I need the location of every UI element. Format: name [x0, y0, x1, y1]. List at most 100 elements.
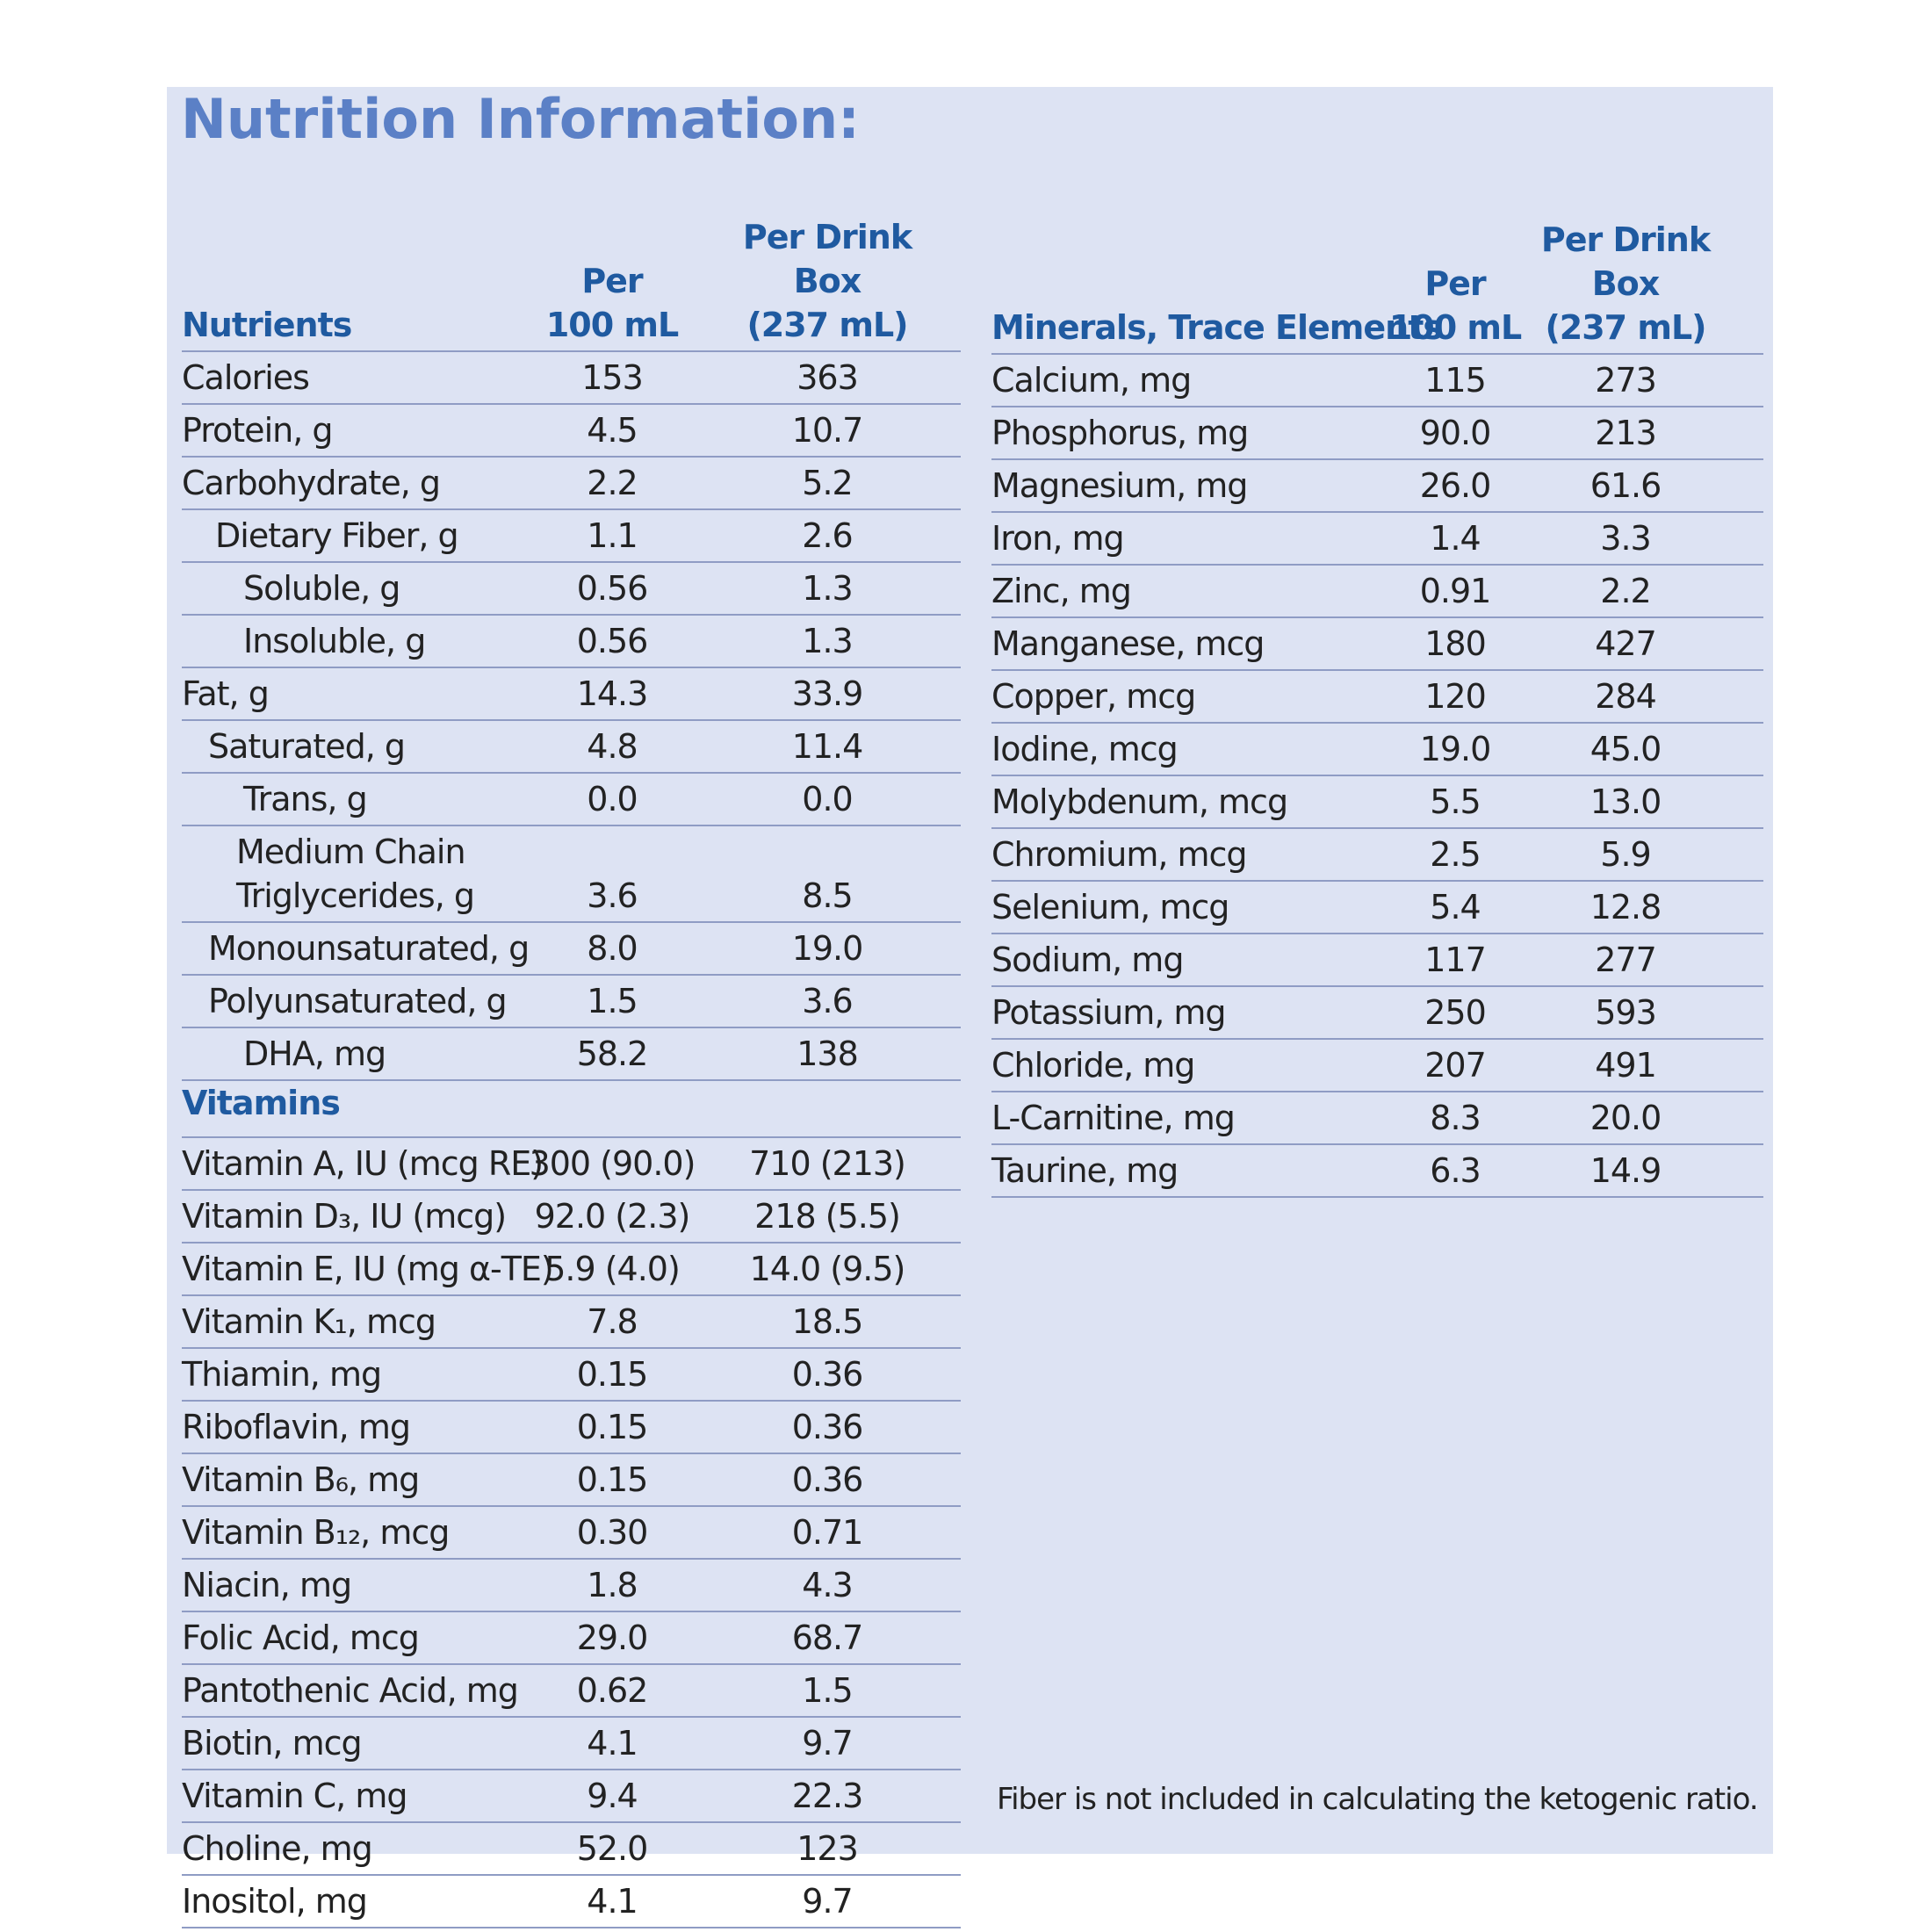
nutrient-label: Phosphorus, mg: [991, 414, 1249, 452]
nutrient-label: Vitamin C, mg: [182, 1777, 407, 1815]
nutrient-label: Protein, g: [182, 411, 333, 450]
table-row: Insoluble, g 0.56 1.3: [182, 616, 961, 668]
table-row: Monounsaturated, g 8.0 19.0: [182, 923, 961, 976]
per-100ml: 58.2: [576, 1034, 649, 1073]
per-100ml: 2.2: [587, 464, 638, 502]
table-row: Vitamin D₃, IU (mcg) 92.0 (2.3) 218 (5.5): [182, 1191, 961, 1244]
table-row: Potassium, mg 250 593: [991, 987, 1763, 1040]
per-box: 491: [1595, 1046, 1657, 1085]
table-row: Vitamin K₁, mcg 7.8 18.5: [182, 1296, 961, 1349]
per-100ml: 4.1: [587, 1882, 638, 1921]
per-box: 22.3: [791, 1777, 864, 1815]
table-row: Chloride, mg 207 491: [991, 1040, 1763, 1092]
nutrient-label: Calcium, mg: [991, 361, 1192, 400]
table-row: Protein, g 4.5 10.7: [182, 405, 961, 458]
table-row: Selenium, mcg 5.4 12.8: [991, 882, 1763, 934]
per-box: 14.9: [1590, 1151, 1662, 1190]
table-row: Soluble, g 0.56 1.3: [182, 563, 961, 616]
per-box: 0.36: [791, 1460, 864, 1499]
table-row: Vitamin C, mg 9.4 22.3: [182, 1770, 961, 1823]
header-row: Minerals, Trace Elements Per 100 mL Per Dr…: [991, 169, 1763, 355]
table-row: Vitamin B₁₂, mcg 0.30 0.71: [182, 1507, 961, 1560]
footnote: Fiber is not included in calculating the…: [997, 1782, 1759, 1817]
per-100ml: 0.0: [587, 780, 638, 818]
table-row: Magnesium, mg 26.0 61.6: [991, 460, 1763, 513]
table-row: Riboflavin, mg 0.15 0.36: [182, 1402, 961, 1454]
per-100ml: 0.56: [576, 569, 649, 608]
per-100ml: 8.0: [587, 929, 638, 968]
per-100ml: 6.3: [1430, 1151, 1481, 1190]
per-100ml: 4.1: [587, 1724, 638, 1763]
per-100ml: 14.3: [576, 674, 649, 713]
per-100ml: 4.8: [587, 727, 638, 766]
nutrient-label: Sodium, mg: [991, 941, 1184, 979]
left-table: Nutrients Per 100 mL Per Drink Box (237 mL…: [182, 167, 961, 1928]
table-row: Fat, g 14.3 33.9: [182, 668, 961, 721]
column-header: Per 100 mL: [1388, 264, 1522, 347]
per-box: 19.0: [791, 929, 864, 968]
per-box: 0.36: [791, 1408, 864, 1446]
column-header: Per Drink Box (237 mL): [1540, 220, 1711, 347]
table-row: Polyunsaturated, g 1.5 3.6: [182, 976, 961, 1028]
per-100ml: 117: [1424, 941, 1487, 979]
table-row: Vitamin A, IU (mcg RE) 300 (90.0) 710 (213…: [182, 1138, 961, 1191]
nutrient-label: Vitamin B₁₂, mcg: [182, 1513, 450, 1552]
per-100ml: 92.0 (2.3): [534, 1197, 691, 1236]
per-box: 284: [1595, 677, 1657, 716]
per-box: 45.0: [1590, 730, 1662, 768]
per-100ml: 1.5: [587, 982, 638, 1020]
table-row: Niacin, mg 1.8 4.3: [182, 1560, 961, 1612]
per-box: 61.6: [1590, 466, 1662, 505]
per-100ml: 4.5: [587, 411, 638, 450]
per-100ml: 7.8: [587, 1302, 638, 1341]
table-row: Zinc, mg 0.91 2.2: [991, 566, 1763, 618]
nutrient-label: Molybdenum, mcg: [991, 782, 1288, 821]
table-row: DHA, mg 58.2 138: [182, 1028, 961, 1081]
nutrient-label: Insoluble, g: [243, 622, 426, 660]
table-row: Saturated, g 4.8 11.4: [182, 721, 961, 774]
table-row: Copper, mcg 120 284: [991, 671, 1763, 724]
per-box: 2.6: [802, 516, 853, 555]
table-row: Vitamin B₆, mg 0.15 0.36: [182, 1454, 961, 1507]
table-row: Taurine, mg 6.3 14.9: [991, 1145, 1763, 1198]
per-box: 218 (5.5): [754, 1197, 901, 1236]
nutrient-label: Iron, mg: [991, 519, 1125, 558]
table-row: Inositol, mg 4.1 9.7: [182, 1876, 961, 1928]
per-100ml: 207: [1424, 1046, 1487, 1085]
column-header: Nutrients: [182, 306, 352, 344]
per-box: 710 (213): [749, 1144, 906, 1183]
nutrient-label: Pantothenic Acid, mg: [182, 1671, 519, 1710]
table-row: Thiamin, mg 0.15 0.36: [182, 1349, 961, 1402]
nutrient-label: Chloride, mg: [991, 1046, 1195, 1085]
per-100ml: 8.3: [1430, 1099, 1481, 1137]
nutrient-label: Carbohydrate, g: [182, 464, 441, 502]
per-100ml: 115: [1424, 361, 1487, 400]
per-box: 273: [1595, 361, 1657, 400]
nutrient-label: Trans, g: [243, 780, 368, 818]
per-box: 14.0 (9.5): [749, 1250, 906, 1288]
per-box: 3.3: [1600, 519, 1651, 558]
nutrient-label: Calories: [182, 358, 310, 397]
per-box: 13.0: [1590, 782, 1662, 821]
per-box: 5.2: [802, 464, 853, 502]
nutrient-label: Saturated, g: [208, 727, 406, 766]
per-box: 123: [797, 1829, 859, 1868]
table-row: Phosphorus, mg 90.0 213: [991, 407, 1763, 460]
table-row: L-Carnitine, mg 8.3 20.0: [991, 1092, 1763, 1145]
per-100ml: 9.4: [587, 1777, 638, 1815]
nutrient-label: Potassium, mg: [991, 993, 1227, 1032]
nutrient-label: Taurine, mg: [991, 1151, 1179, 1190]
section-title: Vitamins: [182, 1084, 341, 1122]
per-box: 363: [797, 358, 859, 397]
nutrient-label: Dietary Fiber, g: [215, 516, 459, 555]
title: Nutrition Information:: [181, 87, 860, 151]
per-box: 0.0: [802, 780, 853, 818]
per-box: 213: [1595, 414, 1657, 452]
per-100ml: 0.56: [576, 622, 649, 660]
column-header: Minerals, Trace Elements: [991, 308, 1443, 347]
nutrient-label: Inositol, mg: [182, 1882, 368, 1921]
per-100ml: 52.0: [576, 1829, 649, 1868]
per-box: 0.71: [791, 1513, 864, 1552]
column-header: Per 100 mL: [545, 262, 679, 344]
per-100ml: 0.15: [576, 1408, 649, 1446]
